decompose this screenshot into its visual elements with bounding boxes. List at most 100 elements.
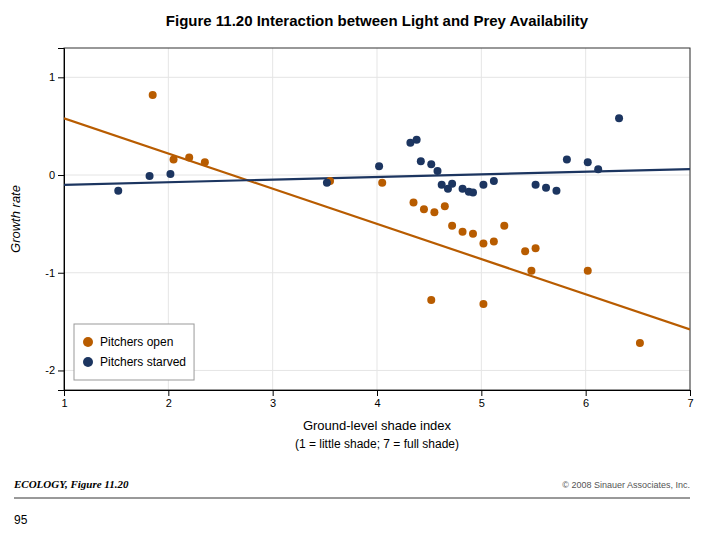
grid-line [64,272,690,273]
tick-label: -2 [45,364,55,376]
tick-label: 4 [374,397,380,409]
grid-line [64,175,690,176]
axis-line [65,391,691,397]
point [427,160,435,168]
point [434,167,442,175]
x-tick: 4 [374,390,380,409]
tick-label: 1 [49,71,55,83]
point [532,244,540,252]
point [448,222,456,230]
tick-label: 0 [49,169,55,181]
y-tick: -1 [45,267,64,279]
rule [14,498,690,499]
tick-label: 1 [61,397,67,409]
point [552,187,560,195]
point [146,172,154,180]
x-tick: 5 [479,390,485,409]
point [636,339,644,347]
y-axis-label: Growth rate [8,185,23,253]
tick-mark [481,390,482,396]
point [584,158,592,166]
point [532,181,540,189]
title: Figure 11.20 Interaction between Light a… [166,12,589,29]
grid-line [272,48,273,390]
tick-mark [58,175,64,176]
point [459,228,467,236]
grid-line [585,48,586,390]
tick-mark [168,390,169,396]
tick-label: 3 [270,397,276,409]
x-tick: 2 [166,390,172,409]
y-tick: -2 [45,364,64,376]
plot-area [64,91,690,347]
point [427,296,435,304]
x-tick: 3 [270,390,276,409]
tick-mark [690,390,691,396]
point [323,179,331,187]
grid-line [64,77,690,78]
point [114,187,122,195]
annotation: ECOLOGY, Figure 11.20 [13,478,129,490]
tick-label: 2 [166,397,172,409]
tick-label: 5 [479,397,485,409]
legend-label: Pitchers starved [100,355,186,369]
legend-label: Pitchers open [100,335,173,349]
point [201,158,209,166]
point [410,198,418,206]
point [469,230,477,238]
point [185,153,193,161]
axis-line [58,49,65,391]
point [149,91,157,99]
point [469,189,477,197]
grid-line [377,48,378,390]
legend-swatch [83,337,93,347]
x-axis-label: Ground-level shade index [303,418,452,433]
legend-item: Pitchers open [83,335,173,349]
x-axis: 1 2 3 4 5 6 7 [61,390,693,409]
legend-box [74,324,194,380]
point [615,114,623,122]
point [448,180,456,188]
plot-frame [64,48,690,390]
point [166,170,174,178]
tick-mark [58,370,64,371]
legend-swatch [83,357,93,367]
tick-label: 6 [583,397,589,409]
tick-mark [58,273,64,274]
point [563,155,571,163]
grid-line [481,48,482,390]
tick-mark [273,390,274,396]
y-tick: 0 [49,169,64,181]
tick-mark [586,390,587,396]
point [441,202,449,210]
point [527,267,535,275]
x-tick: 6 [583,390,589,409]
point [479,239,487,247]
tick-label: -1 [45,267,55,279]
point [170,155,178,163]
point [584,267,592,275]
trend-line [64,118,690,329]
y-tick: 1 [49,71,64,83]
point [521,247,529,255]
point [413,136,421,144]
annotation: © 2008 Sinauer Associates, Inc. [562,480,690,490]
tick-mark [377,390,378,396]
point [420,205,428,213]
x-tick: 1 [61,390,67,409]
legend: Pitchers open Pitchers starved [74,324,194,380]
point [479,181,487,189]
point [378,179,386,187]
point [479,300,487,308]
tick-label: 7 [687,397,693,409]
point [542,184,550,192]
grid [64,48,690,390]
point [490,237,498,245]
tick-mark [58,77,64,78]
x-tick: 7 [687,390,693,409]
point [375,162,383,170]
annotation: (1 = little shade; 7 = full shade) [295,437,459,451]
annotations: (1 = little shade; 7 = full shade) ECOLOG… [13,437,690,527]
legend-item: Pitchers starved [83,355,186,369]
y-axis: -2 -1 0 1 [45,49,64,391]
